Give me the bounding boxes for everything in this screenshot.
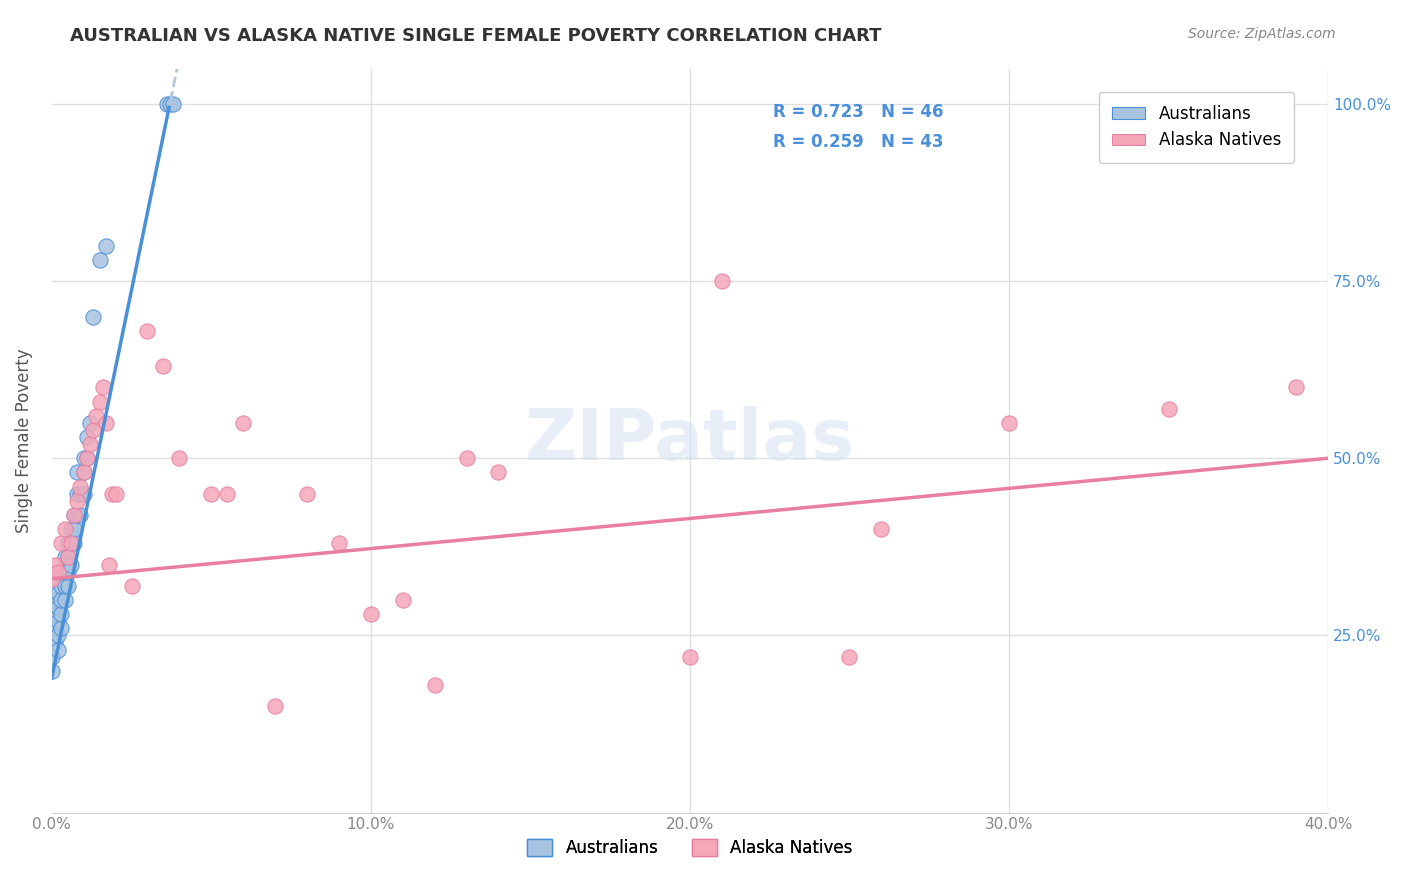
Australians <box>53 593 76 607</box>
Alaska Natives <box>295 486 318 500</box>
Alaska Natives <box>73 466 96 480</box>
Text: Source: ZipAtlas.com: Source: ZipAtlas.com <box>1188 27 1336 41</box>
Australians <box>56 550 79 565</box>
Alaska Natives <box>232 416 254 430</box>
Text: R = 0.723   N = 46: R = 0.723 N = 46 <box>773 103 943 121</box>
Alaska Natives <box>76 451 98 466</box>
Australians <box>59 522 82 536</box>
Australians <box>59 536 82 550</box>
Alaska Natives <box>121 579 143 593</box>
Text: AUSTRALIAN VS ALASKA NATIVE SINGLE FEMALE POVERTY CORRELATION CHART: AUSTRALIAN VS ALASKA NATIVE SINGLE FEMAL… <box>70 27 882 45</box>
Alaska Natives <box>66 493 89 508</box>
Australians <box>46 600 69 615</box>
Australians <box>76 430 98 444</box>
Australians <box>53 565 76 579</box>
Alaska Natives <box>101 486 124 500</box>
Australians <box>41 649 63 664</box>
Australians <box>53 550 76 565</box>
Australians <box>51 579 73 593</box>
Australians <box>63 522 86 536</box>
Alaska Natives <box>169 451 191 466</box>
Australians <box>41 664 63 678</box>
Alaska Natives <box>44 558 66 572</box>
Australians <box>73 486 96 500</box>
Alaska Natives <box>41 572 63 586</box>
Alaska Natives <box>838 649 860 664</box>
Alaska Natives <box>79 437 101 451</box>
Alaska Natives <box>217 486 239 500</box>
Alaska Natives <box>456 451 478 466</box>
Alaska Natives <box>391 593 413 607</box>
Australians <box>69 486 91 500</box>
Alaska Natives <box>51 536 73 550</box>
Australians <box>51 607 73 621</box>
Australians <box>63 536 86 550</box>
Australians <box>56 565 79 579</box>
Australians <box>94 238 117 252</box>
Australians <box>59 558 82 572</box>
Australians <box>89 252 111 267</box>
Alaska Natives <box>264 699 287 714</box>
Alaska Natives <box>1285 380 1308 394</box>
Alaska Natives <box>53 522 76 536</box>
Alaska Natives <box>98 558 121 572</box>
Alaska Natives <box>710 274 733 288</box>
Alaska Natives <box>63 508 86 522</box>
Australians <box>162 97 184 112</box>
Australians <box>56 536 79 550</box>
Alaska Natives <box>82 423 104 437</box>
Australians <box>53 579 76 593</box>
Alaska Natives <box>91 380 114 394</box>
Australians <box>46 642 69 657</box>
Australians <box>69 508 91 522</box>
Australians <box>76 451 98 466</box>
Alaska Natives <box>86 409 108 423</box>
Australians <box>51 621 73 635</box>
Alaska Natives <box>998 416 1021 430</box>
Australians <box>46 614 69 628</box>
Alaska Natives <box>870 522 893 536</box>
Australians <box>66 486 89 500</box>
Australians <box>156 97 179 112</box>
Australians <box>79 416 101 430</box>
Alaska Natives <box>200 486 222 500</box>
Legend: Australians, Alaska Natives: Australians, Alaska Natives <box>520 832 859 863</box>
Australians <box>63 508 86 522</box>
Y-axis label: Single Female Poverty: Single Female Poverty <box>15 348 32 533</box>
Australians <box>44 635 66 649</box>
Australians <box>46 628 69 642</box>
Alaska Natives <box>136 324 159 338</box>
Alaska Natives <box>328 536 350 550</box>
Alaska Natives <box>89 394 111 409</box>
Australians <box>66 466 89 480</box>
Australians <box>44 607 66 621</box>
Text: ZIPatlas: ZIPatlas <box>524 406 855 475</box>
Australians <box>73 451 96 466</box>
Australians <box>44 593 66 607</box>
Australians <box>44 621 66 635</box>
Alaska Natives <box>94 416 117 430</box>
Alaska Natives <box>46 565 69 579</box>
Alaska Natives <box>104 486 127 500</box>
Alaska Natives <box>488 466 510 480</box>
Australians <box>56 579 79 593</box>
Alaska Natives <box>69 480 91 494</box>
Alaska Natives <box>59 536 82 550</box>
Australians <box>82 310 104 324</box>
Australians <box>66 508 89 522</box>
Alaska Natives <box>152 359 174 373</box>
Text: R = 0.259   N = 43: R = 0.259 N = 43 <box>773 133 943 151</box>
Australians <box>51 593 73 607</box>
Alaska Natives <box>423 678 446 692</box>
Alaska Natives <box>56 550 79 565</box>
Australians <box>46 586 69 600</box>
Australians <box>73 466 96 480</box>
Australians <box>159 97 181 112</box>
Alaska Natives <box>679 649 702 664</box>
Alaska Natives <box>1157 401 1180 416</box>
Alaska Natives <box>360 607 382 621</box>
